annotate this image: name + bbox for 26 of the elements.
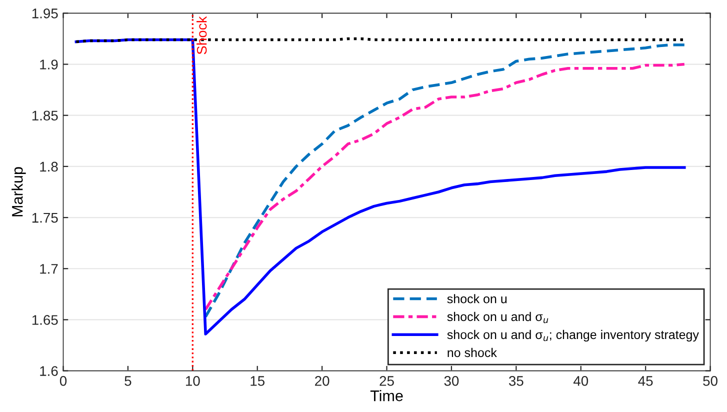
ref-line-label: Shock xyxy=(196,16,207,54)
x-tick-label: 10 xyxy=(186,376,200,386)
y-tick-label: 1.7 xyxy=(40,264,58,274)
y-tick-label: 1.8 xyxy=(40,162,58,172)
x-tick-label: 50 xyxy=(703,376,718,386)
x-tick-label: 5 xyxy=(124,376,132,386)
x-axis-title: Time xyxy=(370,390,403,402)
y-tick-label: 1.75 xyxy=(32,213,58,223)
y-tick-label: 1.9 xyxy=(40,60,58,70)
legend-label: no shock xyxy=(448,348,497,358)
legend-label: shock on u xyxy=(447,294,507,304)
x-tick-label: 40 xyxy=(573,376,588,386)
x-tick-label: 30 xyxy=(444,376,459,386)
y-tick-label: 1.95 xyxy=(32,8,58,18)
x-tick-label: 20 xyxy=(315,376,330,386)
x-tick-label: 25 xyxy=(380,376,394,386)
x-tick-label: 0 xyxy=(60,376,67,386)
legend-label: shock on u and σ$_{u}$ xyxy=(447,312,548,324)
x-tick-label: 15 xyxy=(250,376,264,386)
x-tick-label: 45 xyxy=(638,376,653,386)
x-tick-label: 35 xyxy=(508,376,524,386)
y-tick-label: 1.85 xyxy=(32,110,58,121)
legend-label: shock on u and σ$_{u}$; change inventory strategy xyxy=(447,330,699,342)
y-tick-label: 1.65 xyxy=(32,315,58,325)
y-axis-title: Markup xyxy=(12,167,26,216)
y-tick-label: 1.6 xyxy=(40,366,58,376)
